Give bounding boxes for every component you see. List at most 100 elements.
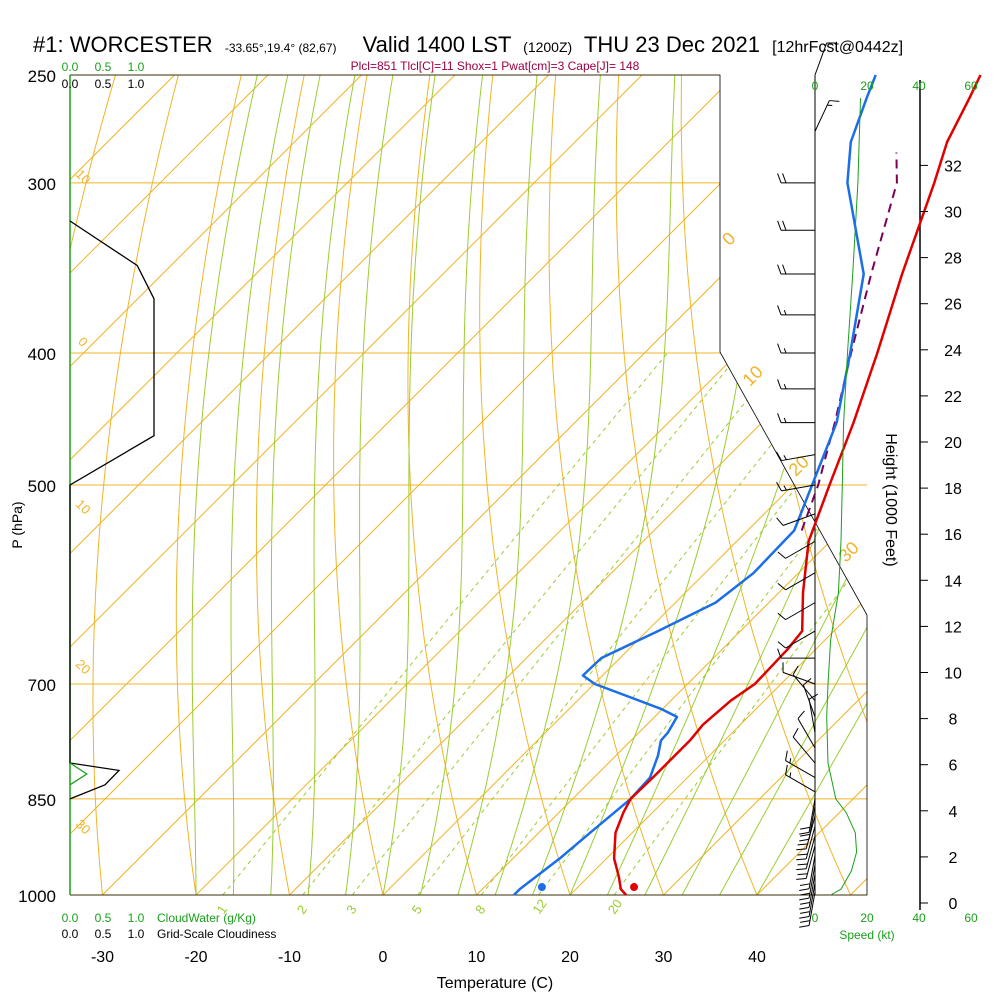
mixing-ratio-label: 8: [472, 902, 488, 917]
wind-barb-feather: [777, 612, 786, 621]
wind-barb-feather: [796, 868, 807, 871]
wind-barb-feather: [777, 379, 782, 390]
wind-scale-tick-top: 0: [812, 79, 819, 93]
height-tick-label: 8: [949, 712, 958, 729]
cloudiness-scale-tick-bottom: 1.0: [128, 927, 145, 941]
wind-barb-feather: [800, 920, 811, 923]
wind-barb-feather: [783, 417, 787, 423]
wind-barb-feather: [777, 305, 782, 316]
isotherm-line: [382, 75, 867, 895]
wind-barb-staff: [808, 798, 816, 833]
cloudwater-scale-tick-top: 1.0: [128, 60, 145, 74]
dry-adiabat-line: [996, 75, 1000, 895]
wind-barb-feather: [777, 413, 782, 423]
wind-barb-staff: [808, 864, 816, 899]
dry-adiabat-line: [615, 75, 758, 895]
moist-adiabat-line: [191, 75, 258, 895]
wind-barb: [777, 264, 815, 275]
cloudiness-scale-tick-top: 1.0: [128, 77, 145, 91]
dry-adiabat-line: [548, 75, 664, 895]
stability-indices: Plcl=851 Tlcl[C]=11 Shox=1 Pwat[cm]=3 Ca…: [351, 59, 640, 73]
height-tick-label: 32: [944, 158, 962, 175]
wind-barb-feather: [777, 173, 782, 184]
wind-barb: [799, 855, 816, 891]
wind-barb: [777, 379, 815, 390]
wind-barb: [792, 728, 816, 764]
isotherm-lines: [70, 75, 867, 895]
wind-barb-feather: [797, 863, 808, 866]
wind-barb-staff: [785, 760, 816, 779]
wind-barb-feather: [797, 873, 808, 876]
wind-barb-feather: [783, 348, 787, 354]
wind-barb-feather: [799, 906, 810, 910]
wind-barb-staff: [792, 736, 816, 764]
pressure-tick-label: 700: [28, 676, 56, 695]
temperature-tick-label: 30: [655, 949, 673, 966]
pressure-tick-label: 250: [28, 67, 56, 86]
wind-barb-feather: [808, 693, 819, 700]
isotherm-line: [70, 75, 830, 895]
wind-barb-staff: [808, 873, 816, 908]
wind-barb-staff: [808, 855, 816, 889]
wind-barb-feather: [783, 309, 787, 316]
wind-barb-feather: [782, 220, 787, 231]
height-tick-label: 4: [949, 804, 958, 821]
wind-barb-staff: [808, 891, 816, 926]
wind-barb-feather: [800, 883, 811, 887]
dry-adiabat-line: [333, 75, 384, 895]
mixing-ratio-line: [222, 352, 668, 895]
wind-barb: [777, 572, 816, 591]
wind-barb-feather: [789, 758, 792, 764]
wind-barb: [799, 864, 816, 901]
height-tick-label: 28: [944, 251, 962, 268]
wind-barb-staff: [808, 882, 816, 917]
wind-barb: [799, 882, 816, 919]
isotherm-label: 10: [73, 166, 94, 187]
wind-barb: [777, 413, 815, 424]
cloudiness-scale-tick-bottom: 0.0: [62, 927, 79, 941]
isotherm-label: 0: [718, 228, 739, 249]
wind-barb-feather: [800, 833, 811, 837]
wind-barb-feather: [777, 641, 786, 649]
mixing-ratio-label: 5: [409, 902, 425, 917]
isotherm-line: [70, 75, 549, 895]
wind-barb: [796, 815, 816, 851]
height-tick-label: 14: [944, 573, 962, 590]
wind-barb: [777, 343, 815, 354]
dry-adiabat-line: [407, 75, 477, 895]
wind-barb-staff: [797, 718, 816, 749]
wind-barb-staff: [785, 774, 816, 793]
temperature-tick-label: 10: [468, 949, 486, 966]
height-tick-label: 24: [944, 343, 962, 360]
moist-adiabat-line: [345, 75, 394, 895]
wind-barb-feather: [800, 911, 811, 914]
pressure-tick-label: 400: [28, 345, 56, 364]
mixing-ratio-line: [351, 352, 786, 895]
wind-barb-feather: [796, 848, 807, 851]
wind-scale-tick-bottom: 0: [812, 911, 819, 925]
moist-adiabat-line: [532, 75, 676, 895]
wind-scale-tick-top: 20: [860, 79, 874, 93]
surface-dewpoint-marker: [537, 883, 546, 892]
height-tick-label: 6: [949, 758, 958, 775]
wind-barb-feather: [792, 728, 799, 738]
mixing-ratio-label: 12: [529, 896, 550, 916]
wind-barb-feather: [799, 925, 810, 928]
wind-scale-tick-bottom: 40: [912, 911, 926, 925]
moist-adiabat-line: [756, 75, 867, 895]
wind-barb: [785, 764, 816, 793]
wind-barb-feather: [797, 853, 808, 856]
isotherm-label: 10: [739, 362, 767, 390]
wind-barb-feather: [777, 648, 782, 659]
station-title: #1: WORCESTER -33.65°,19.4° (82,67) Vali…: [33, 32, 903, 57]
wind-barb: [776, 513, 816, 526]
wind-barb-feather: [796, 858, 807, 861]
isotherm-line: [289, 75, 867, 895]
wind-barb-staff: [785, 602, 816, 621]
wind-barb: [777, 540, 816, 559]
x-axis-title: Temperature (C): [437, 975, 553, 992]
isotherm-line: [663, 75, 867, 895]
wind-barb: [777, 630, 816, 649]
